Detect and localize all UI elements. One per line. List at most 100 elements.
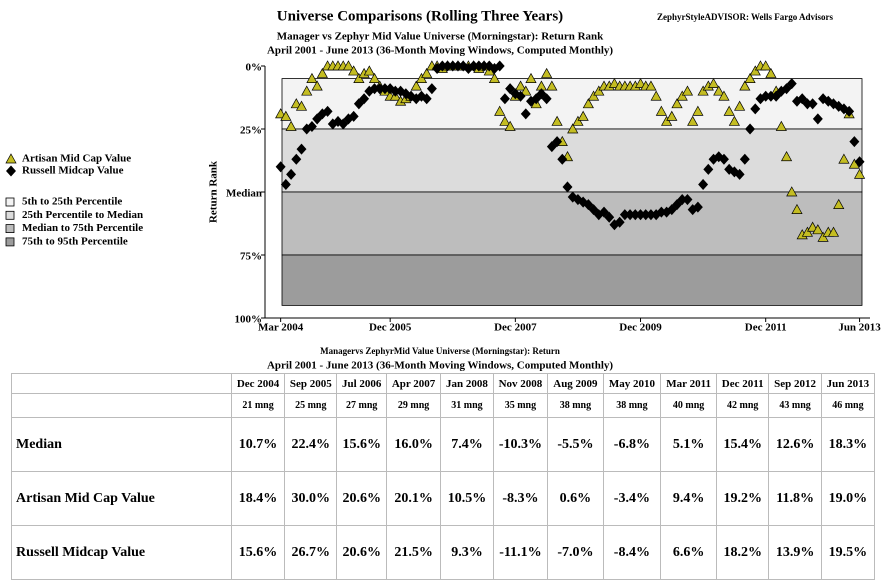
table-cell: 9.3% bbox=[440, 525, 494, 580]
table-cell: 10.7% bbox=[230, 417, 286, 472]
table-cell: 20.6% bbox=[336, 525, 387, 580]
diamond-marker bbox=[306, 120, 317, 133]
subtitle: Manager vs Zephyr Mid Value Universe (Mo… bbox=[277, 31, 604, 43]
triangle-marker bbox=[687, 115, 699, 126]
triangle-marker bbox=[666, 110, 678, 121]
diamond-marker bbox=[854, 156, 865, 168]
legend-label: Russell Midcap Value bbox=[22, 165, 124, 177]
triangle-marker bbox=[421, 67, 433, 78]
percentile-band bbox=[281, 254, 863, 306]
table-cell: 5.1% bbox=[660, 417, 718, 472]
legend-swatch bbox=[5, 237, 15, 247]
triangle-marker bbox=[744, 72, 756, 83]
x-tick-label: Dec 2011 bbox=[745, 322, 787, 334]
table-cell: Dec 2004 bbox=[230, 373, 286, 394]
triangle-marker bbox=[713, 85, 725, 96]
diamond-marker bbox=[296, 143, 307, 155]
table-cell: 20.1% bbox=[385, 471, 442, 526]
table: Dec 2004 Sep 2005 Jul 2006 Apr 2007 Jan 2008… bbox=[11, 373, 876, 580]
table-cell: 40 mng bbox=[660, 393, 718, 418]
triangle-marker bbox=[780, 150, 793, 162]
table-cell: Russell Midcap Value bbox=[11, 525, 232, 580]
diamond-marker bbox=[588, 204, 599, 216]
legend-swatch bbox=[5, 210, 15, 220]
triangle-marker bbox=[415, 72, 428, 83]
table-cell: 13.9% bbox=[768, 525, 822, 580]
table-cell bbox=[11, 373, 232, 394]
legend-swatch bbox=[5, 197, 15, 207]
table-cell: Sep 2012 bbox=[768, 373, 822, 394]
diamond-marker bbox=[552, 136, 563, 148]
diamond-marker bbox=[531, 93, 542, 105]
triangle-marker bbox=[786, 186, 798, 197]
table-cell bbox=[11, 393, 232, 418]
diamond-marker bbox=[797, 93, 808, 105]
triangle-marker bbox=[514, 80, 527, 91]
table-cell: 21.5% bbox=[385, 525, 442, 580]
diamond-marker bbox=[348, 110, 359, 122]
table-row: Median 10.7% 22.4% 15.6% 16.0% 7.4% -10.3% -5.5… bbox=[11, 417, 876, 472]
triangle-marker bbox=[853, 168, 866, 179]
triangle-marker bbox=[801, 226, 814, 237]
y-tick-label: 0% bbox=[246, 62, 263, 74]
triangle-marker bbox=[316, 67, 328, 78]
legend-label: 75th to 95th Percentile bbox=[22, 235, 128, 247]
diamond-marker bbox=[359, 93, 370, 105]
triangle-marker bbox=[363, 65, 375, 76]
table-cell: -5.5% bbox=[547, 417, 604, 472]
x-tick-label: Dec 2009 bbox=[619, 322, 662, 334]
diamond-marker bbox=[750, 103, 761, 115]
table-cell: 0.6% bbox=[547, 471, 604, 526]
source: ZephyrStyleADVISOR: Wells Fargo Advisors bbox=[657, 12, 834, 22]
diamond-marker bbox=[499, 93, 510, 105]
diamond-marker bbox=[338, 118, 349, 130]
table-cell: 42 mng bbox=[716, 393, 770, 418]
diamond-marker bbox=[771, 90, 782, 102]
percentile-band bbox=[281, 191, 863, 256]
triangle-marker bbox=[541, 67, 553, 78]
diamond-marker bbox=[280, 178, 291, 190]
table-cell: 38 mng bbox=[547, 393, 604, 418]
x-tick-label: Mar 2004 bbox=[258, 322, 304, 334]
diamond-marker bbox=[546, 141, 557, 153]
table-cell: 38 mng bbox=[602, 393, 662, 418]
legend-swatch bbox=[5, 224, 15, 234]
table-cell: -6.8% bbox=[602, 417, 662, 472]
x-tick-label: Jun 2013 bbox=[838, 322, 881, 334]
table-cell: 30.0% bbox=[284, 471, 338, 526]
table-cell: Jun 2013 bbox=[820, 373, 876, 394]
triangle-marker bbox=[655, 105, 667, 116]
table-cell: 31 mng bbox=[440, 393, 494, 418]
table-cell: 18.3% bbox=[820, 417, 876, 472]
y-tick-label: 25% bbox=[240, 125, 262, 137]
triangle-marker bbox=[285, 120, 297, 131]
diamond-marker bbox=[844, 105, 855, 117]
triangle-marker bbox=[734, 100, 746, 111]
y-tick-label: Median bbox=[226, 188, 262, 200]
table-row: Artisan Mid Cap Value 18.4% 30.0% 20.6% 20.1… bbox=[11, 471, 876, 526]
table-cell: 20.6% bbox=[336, 471, 387, 526]
diamond-marker bbox=[807, 98, 818, 110]
diamond-marker bbox=[692, 201, 703, 213]
y-tick-label: 100% bbox=[235, 314, 263, 326]
diamond-marker bbox=[421, 93, 432, 105]
table-cell: 19.2% bbox=[716, 471, 770, 526]
triangle-marker bbox=[348, 65, 360, 76]
triangle-marker bbox=[494, 105, 506, 116]
diamond-marker bbox=[745, 123, 756, 135]
table-cell: Median bbox=[11, 417, 232, 472]
diamond-marker bbox=[275, 161, 286, 173]
table-cell: 15.4% bbox=[716, 417, 770, 472]
triangle-marker bbox=[833, 198, 845, 209]
diamond-marker bbox=[849, 136, 860, 148]
triangle-marker bbox=[718, 90, 730, 101]
table-cell: 26.7% bbox=[284, 525, 338, 580]
table-cell: 25 mng bbox=[284, 393, 338, 418]
triangle-marker bbox=[301, 85, 313, 96]
triangle-marker bbox=[311, 80, 323, 91]
table-cell: 10.5% bbox=[440, 471, 494, 526]
diamond-marker bbox=[682, 194, 693, 206]
triangle-marker bbox=[827, 226, 840, 237]
table-cell: 19.0% bbox=[820, 471, 876, 526]
table-cell: -7.0% bbox=[547, 525, 604, 580]
